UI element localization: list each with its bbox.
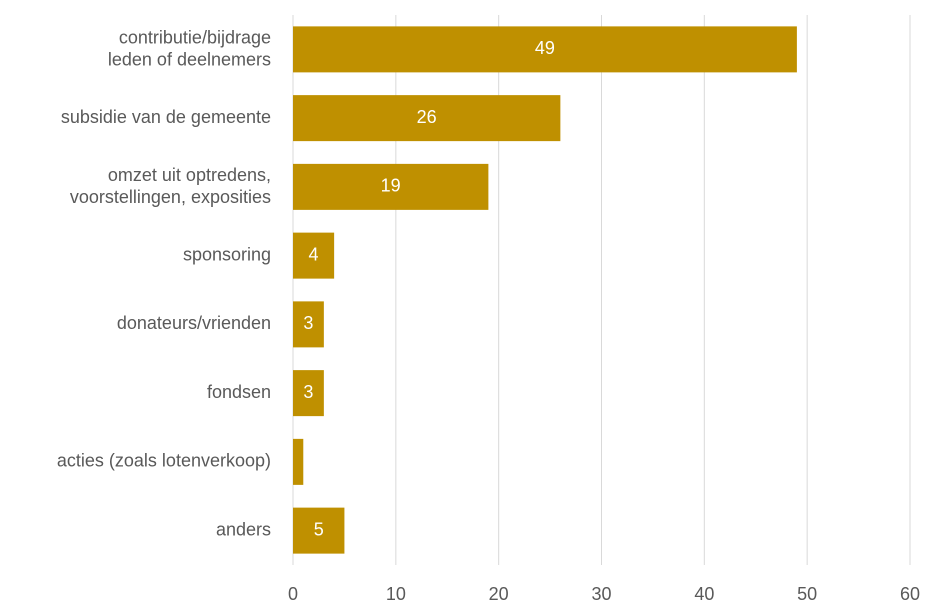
x-tick-label: 10 xyxy=(386,584,406,604)
category-label: omzet uit optredens, voorstellingen, expo… xyxy=(70,165,271,207)
x-tick-label: 40 xyxy=(694,584,714,604)
category-label: fondsen xyxy=(207,382,271,402)
value-label: 5 xyxy=(314,519,324,539)
x-tick-label: 30 xyxy=(591,584,611,604)
value-label: 19 xyxy=(381,176,401,196)
category-label: acties (zoals lotenverkoop) xyxy=(57,451,271,471)
value-label: 49 xyxy=(535,38,555,58)
bar xyxy=(293,507,345,554)
value-label: 26 xyxy=(417,107,437,127)
x-tick-label: 50 xyxy=(797,584,817,604)
bar xyxy=(293,26,797,73)
value-label: 4 xyxy=(309,244,319,264)
x-tick-label: 0 xyxy=(288,584,298,604)
x-tick-label: 20 xyxy=(489,584,509,604)
value-label: 3 xyxy=(303,313,313,333)
value-label: 3 xyxy=(303,382,313,402)
bar xyxy=(293,95,561,142)
x-tick-label: 60 xyxy=(900,584,920,604)
bar xyxy=(293,438,304,485)
bar xyxy=(293,232,335,279)
category-label: subsidie van de gemeente xyxy=(61,107,271,127)
bar xyxy=(293,370,324,417)
category-label: anders xyxy=(216,519,271,539)
bar xyxy=(293,301,324,348)
category-label: sponsoring xyxy=(183,244,271,264)
bar xyxy=(293,163,489,210)
category-label: contributie/bijdrage leden of deelnemers xyxy=(108,27,271,69)
category-label: donateurs/vrienden xyxy=(117,313,271,333)
